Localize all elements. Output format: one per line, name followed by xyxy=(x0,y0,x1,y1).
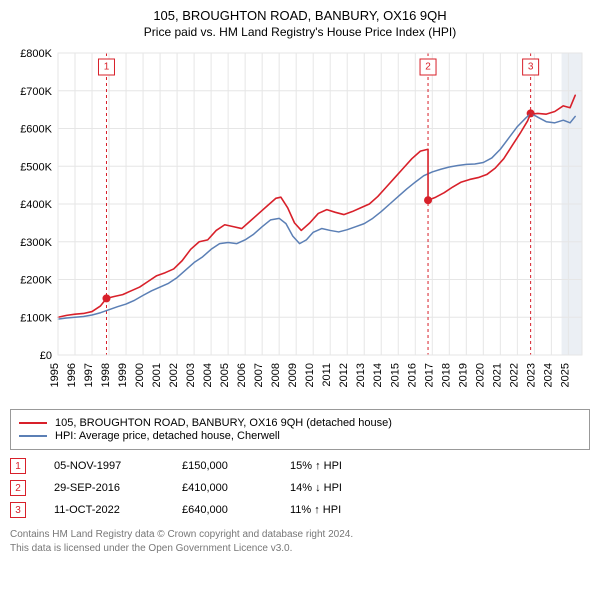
x-tick-label: 2022 xyxy=(508,363,520,387)
event-delta: 14% ↓ HPI xyxy=(290,482,390,494)
x-tick-label: 2006 xyxy=(236,363,248,387)
x-tick-label: 2004 xyxy=(202,363,214,387)
x-tick-label: 1996 xyxy=(66,363,78,387)
event-delta: 15% ↑ HPI xyxy=(290,460,390,472)
event-row: 1 05-NOV-1997 £150,000 15% ↑ HPI xyxy=(10,458,590,474)
x-tick-label: 2000 xyxy=(134,363,146,387)
x-tick-label: 2003 xyxy=(185,363,197,387)
footer-line-1: Contains HM Land Registry data © Crown c… xyxy=(10,528,590,542)
y-tick-label: £300K xyxy=(20,237,52,249)
event-marker-num: 3 xyxy=(528,62,534,73)
x-tick-label: 1998 xyxy=(100,363,112,387)
x-tick-label: 2015 xyxy=(389,363,401,387)
y-tick-label: £700K xyxy=(20,86,52,98)
events-table: 1 05-NOV-1997 £150,000 15% ↑ HPI 2 29-SEP-201… xyxy=(10,458,590,518)
chart-subtitle: Price paid vs. HM Land Registry's House … xyxy=(10,25,590,39)
event-date: 29-SEP-2016 xyxy=(54,482,154,494)
event-delta: 11% ↑ HPI xyxy=(290,504,390,516)
event-marker: 2 xyxy=(10,480,26,496)
legend-item: HPI: Average price, detached house, Cher… xyxy=(19,430,581,442)
y-tick-label: £600K xyxy=(20,124,52,136)
footer-line-2: This data is licensed under the Open Gov… xyxy=(10,542,590,556)
x-tick-label: 2021 xyxy=(491,363,503,387)
event-marker: 1 xyxy=(10,458,26,474)
x-tick-label: 2005 xyxy=(219,363,231,387)
event-row: 3 11-OCT-2022 £640,000 11% ↑ HPI xyxy=(10,502,590,518)
y-tick-label: £400K xyxy=(20,199,52,211)
x-tick-label: 2007 xyxy=(253,363,265,387)
legend-item: 105, BROUGHTON ROAD, BANBURY, OX16 9QH (… xyxy=(19,417,581,429)
y-tick-label: £100K xyxy=(20,312,52,324)
x-tick-label: 2010 xyxy=(304,363,316,387)
chart-title: 105, BROUGHTON ROAD, BANBURY, OX16 9QH xyxy=(10,8,590,23)
event-row: 2 29-SEP-2016 £410,000 14% ↓ HPI xyxy=(10,480,590,496)
x-tick-label: 2012 xyxy=(338,363,350,387)
event-marker-num: 2 xyxy=(425,62,431,73)
legend-swatch xyxy=(19,435,47,437)
x-tick-label: 2009 xyxy=(287,363,299,387)
x-tick-label: 2002 xyxy=(168,363,180,387)
y-tick-label: £500K xyxy=(20,161,52,173)
event-price: £150,000 xyxy=(182,460,262,472)
x-tick-label: 2020 xyxy=(474,363,486,387)
event-date: 11-OCT-2022 xyxy=(54,504,154,516)
event-marker: 3 xyxy=(10,502,26,518)
chart-area: £0 £100K £200K £300K £400K £500K £600K £700K £80… xyxy=(10,43,590,403)
x-tick-label: 1999 xyxy=(117,363,129,387)
footer-attribution: Contains HM Land Registry data © Crown c… xyxy=(10,528,590,555)
x-tick-label: 2017 xyxy=(423,363,435,387)
x-tick-label: 2001 xyxy=(151,363,163,387)
legend-label: 105, BROUGHTON ROAD, BANBURY, OX16 9QH (… xyxy=(55,417,392,429)
x-tick-label: 2016 xyxy=(406,363,418,387)
y-tick-label: £0 xyxy=(40,350,52,362)
x-tick-label: 2023 xyxy=(525,363,537,387)
event-price: £640,000 xyxy=(182,504,262,516)
x-tick-label: 2019 xyxy=(457,363,469,387)
x-tick-label: 2011 xyxy=(321,363,333,387)
x-tick-label: 2018 xyxy=(440,363,452,387)
x-tick-label: 2008 xyxy=(270,363,282,387)
line-chart-svg: £0 £100K £200K £300K £400K £500K £600K £700K £80… xyxy=(10,43,590,403)
y-tick-label: £800K xyxy=(20,48,52,60)
x-tick-label: 1997 xyxy=(83,363,95,387)
event-price: £410,000 xyxy=(182,482,262,494)
x-tick-label: 2024 xyxy=(542,363,554,387)
x-tick-label: 1995 xyxy=(49,363,61,387)
x-tick-label: 2013 xyxy=(355,363,367,387)
event-date: 05-NOV-1997 xyxy=(54,460,154,472)
x-tick-label: 2025 xyxy=(559,363,571,387)
x-tick-label: 2014 xyxy=(372,363,384,387)
event-marker-num: 1 xyxy=(104,62,110,73)
legend-label: HPI: Average price, detached house, Cher… xyxy=(55,430,280,442)
y-tick-label: £200K xyxy=(20,275,52,287)
legend-swatch xyxy=(19,422,47,424)
legend: 105, BROUGHTON ROAD, BANBURY, OX16 9QH (… xyxy=(10,409,590,450)
